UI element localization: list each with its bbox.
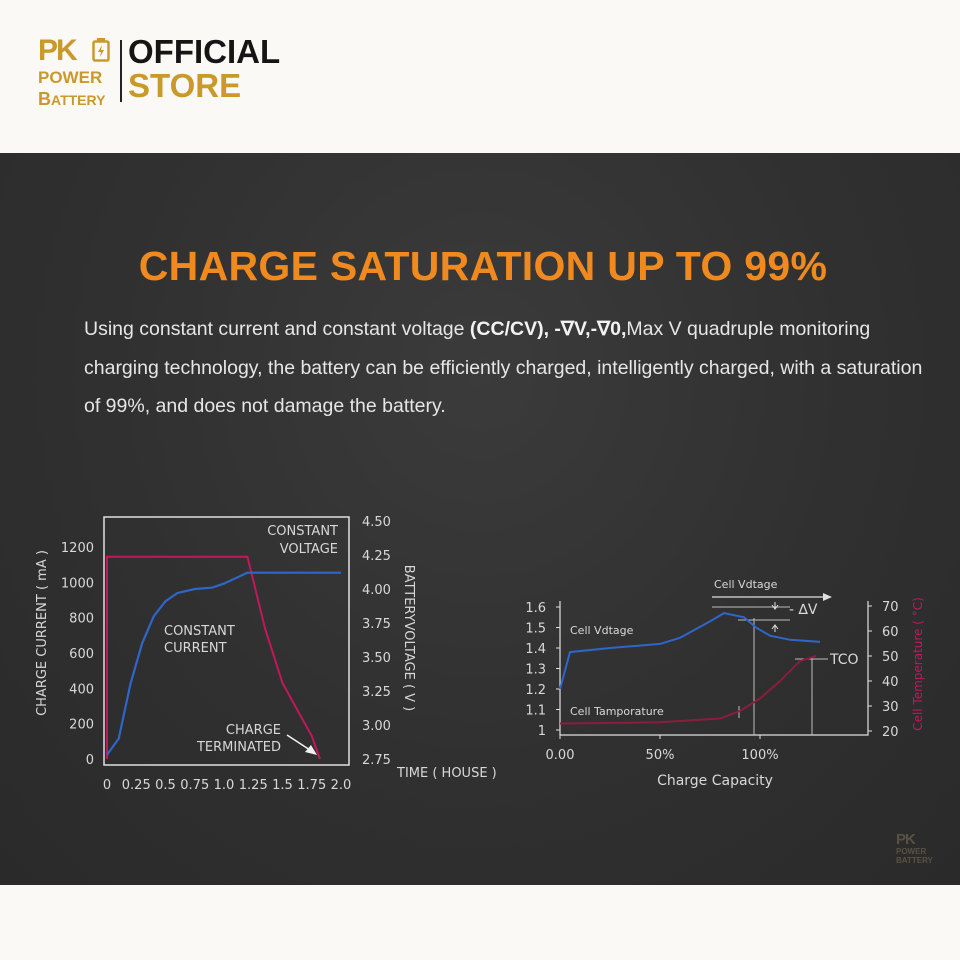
feature-panel: [0, 153, 960, 885]
chart1-y-tick: 400: [69, 682, 94, 697]
chart2-temperature-line: [559, 655, 817, 725]
chart2-y-tick: 1.2: [525, 683, 546, 698]
chart1-y2-tick: 3.75: [362, 617, 391, 632]
chart2-y-tick: 1.4: [525, 642, 546, 657]
chart1-y2-tick: 4.00: [362, 583, 391, 598]
battery-bolt-icon: [92, 38, 110, 62]
chart2-y2-tick: 20: [882, 725, 899, 740]
logo-power-text: POWER: [38, 68, 103, 87]
chart2-x-tick: 100%: [741, 748, 778, 763]
chart1-x-tick: 1.75: [297, 778, 326, 793]
chart2-delta-arrow: [771, 602, 779, 610]
feature-headline: CHARGE SATURATION UP TO 99%: [138, 243, 828, 289]
store-header: PK POWER BATTERY OFFICIAL STORE: [0, 0, 960, 153]
chart1-x-tick: 1.0: [214, 778, 235, 793]
chart1-x-tick: 1.5: [272, 778, 293, 793]
chart1-y2-tick: 3.25: [362, 685, 391, 700]
chart1-x-label: TIME ( HOUSE ): [396, 766, 497, 781]
chart1-y2-tick: 3.50: [362, 651, 391, 666]
chart1-y-tick: 0: [86, 753, 94, 768]
chart2-x-label: Charge Capacity: [657, 773, 773, 789]
chart2-voltage-line: [559, 612, 821, 690]
chart2-y-tick: 1.5: [525, 622, 546, 637]
feature-description: Using constant current and constant volt…: [84, 318, 923, 417]
chart1-x-tick: 0.75: [180, 778, 209, 793]
footer-band: [0, 885, 960, 960]
chart2-annotation-cell-voltage: Cell Vdtage: [570, 624, 634, 637]
logo-divider: [120, 40, 122, 102]
chart1-y-tick: 1000: [61, 576, 94, 591]
chart1-x-tick: 0.5: [155, 778, 176, 793]
chart2-y-tick: 1.3: [525, 663, 546, 678]
chart1-x-tick: 1.25: [239, 778, 268, 793]
store-label: STORE: [128, 67, 242, 104]
chart2-y-tick: 1.6: [525, 601, 546, 616]
chart2-y2-tick: 50: [882, 650, 899, 665]
chart1-y2-tick: 4.50: [362, 515, 391, 530]
chart2-y2-tick: 30: [882, 700, 899, 715]
logo-battery-text: BATTERY: [38, 89, 106, 109]
chart2-y2-tick: 40: [882, 675, 899, 690]
official-label: OFFICIAL: [128, 33, 281, 70]
chart1-y-tick: 200: [69, 718, 94, 733]
chart2-delta-arrow: [771, 624, 779, 632]
chart1-y-label: CHARGE CURRENT ( mA ): [35, 550, 50, 716]
brand-logo[interactable]: PK POWER BATTERY: [36, 36, 116, 112]
watermark-logo: PK POWER BATTERY: [896, 831, 933, 865]
chart1-y2-label: BATTERYVOLTAGE ( V ): [401, 565, 416, 711]
chart1-voltage-line: [106, 571, 341, 756]
chart1-x-tick: 0: [103, 778, 111, 793]
chart2-annotation-tco: TCO: [829, 652, 859, 668]
chart2-x-tick: 50%: [646, 748, 675, 763]
chart1-annotation-cc: CURRENT: [164, 641, 227, 656]
chart1-annotation-cv: CONSTANT: [267, 524, 338, 539]
chart2-y-tick: 1: [538, 724, 546, 739]
chart2-annotation-cell-voltage-top: Cell Vdtage: [714, 578, 778, 591]
chart2-y2-label: Cell Temperature ( °C): [911, 597, 925, 731]
chart1-y-tick: 1200: [61, 541, 94, 556]
chart1-x-tick: 0.25: [122, 778, 151, 793]
chart2-annotation-delta-v: - ∆V: [789, 602, 818, 618]
chart1-y2-tick: 3.00: [362, 719, 391, 734]
chart1-current-line: [106, 555, 321, 760]
chart1-y2-tick: 4.25: [362, 549, 391, 564]
chart1-frame: [103, 516, 350, 766]
chart1-annotation-ct: TERMINATED: [196, 740, 281, 755]
chart1-annotation-cv: VOLTAGE: [280, 542, 338, 557]
chart1-y2-tick: 2.75: [362, 753, 391, 768]
chart2-x-tick: 0.00: [546, 748, 575, 763]
chart1-arrowhead: [305, 745, 317, 755]
chart2-arrowhead: [823, 593, 832, 601]
chart2-y2-tick: 60: [882, 625, 899, 640]
chart2-annotation-cell-temperature: Cell Tamporature: [570, 705, 664, 718]
chart1-x-tick: 2.0: [331, 778, 352, 793]
chart1-annotation-cc: CONSTANT: [164, 624, 235, 639]
chart1-y-tick: 800: [69, 612, 94, 627]
chart2-y-tick: 1.1: [525, 704, 546, 719]
logo-pk-text: PK: [38, 34, 78, 67]
chart1-y-tick: 600: [69, 647, 94, 662]
chart2-y2-tick: 70: [882, 600, 899, 615]
chart1-annotation-ct: CHARGE: [226, 723, 281, 738]
